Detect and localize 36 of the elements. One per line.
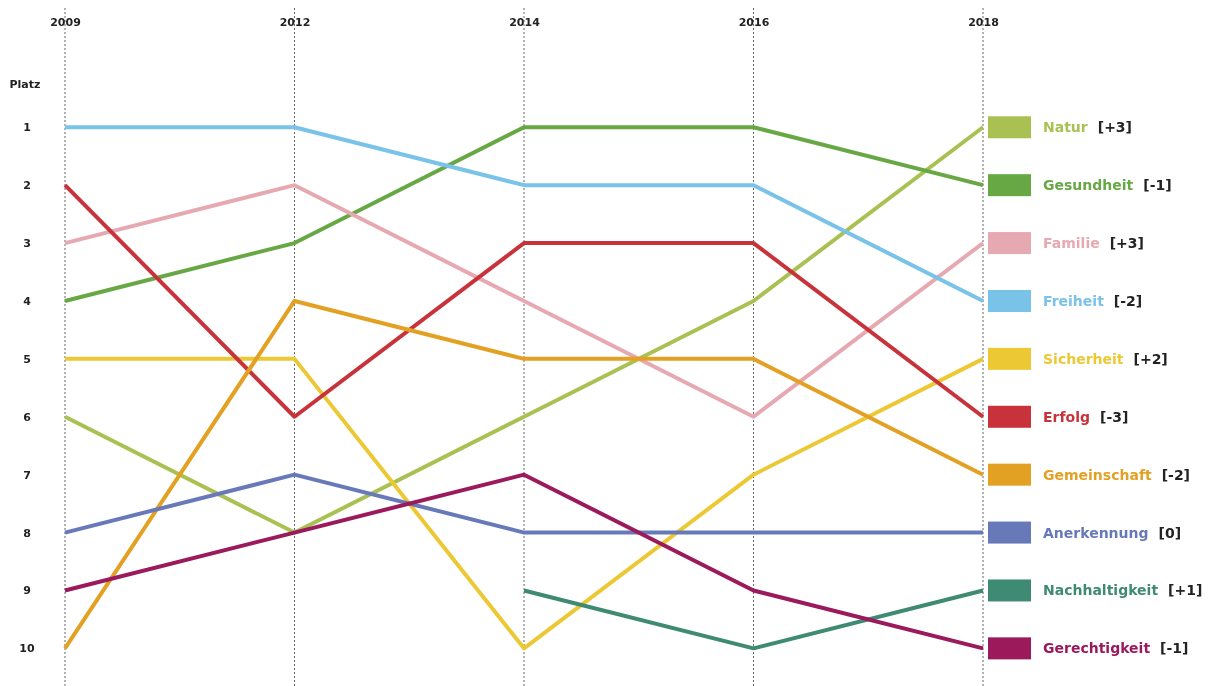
y-tick-label: 8	[23, 526, 31, 540]
y-tick-label: 1	[23, 121, 31, 135]
series-label: Natur	[1043, 119, 1088, 136]
y-tick-label: 9	[23, 584, 31, 598]
text: [+2]	[1133, 350, 1168, 367]
series-label: Erfolg	[1043, 408, 1090, 425]
series-label: Familie	[1043, 235, 1100, 252]
annotation: [+3]	[1097, 119, 1133, 136]
y-tick-label: 10	[19, 642, 35, 656]
text: [+3]	[1109, 235, 1144, 252]
y-tick-label: 2	[23, 179, 31, 193]
y-tick-label: 3	[23, 237, 31, 251]
y-tick-label: 5	[23, 352, 31, 366]
x-tick-label: 2012	[279, 16, 311, 29]
text: [-3]	[1100, 408, 1129, 425]
y-tick-label: 6	[23, 410, 32, 424]
text: [-2]	[1113, 292, 1143, 309]
series-label: Freiheit	[1043, 292, 1105, 309]
text: [+1]	[1168, 582, 1203, 599]
y-tick-label: 7	[23, 468, 31, 482]
series-label: Sicherheit	[1043, 350, 1124, 367]
x-tick-label: 2018	[968, 16, 999, 29]
y-axis-title: Platz	[9, 78, 41, 91]
text: [-1]	[1143, 177, 1172, 194]
text: [0]	[1158, 524, 1182, 541]
x-tick-label: 2016	[738, 16, 770, 29]
x-tick-label: 2014	[509, 16, 541, 29]
series-label: Gesundheit	[1043, 177, 1134, 194]
text: [-1]	[1160, 640, 1189, 657]
x-tick-label: 2009	[50, 16, 81, 29]
series-label: Gerechtigkeit	[1043, 640, 1151, 657]
series-label: Gemeinschaft	[1043, 466, 1152, 483]
series-label: Anerkennung	[1043, 524, 1149, 541]
y-tick-label: 4	[23, 294, 32, 308]
series-label: Nachhaltigkeit	[1043, 582, 1159, 599]
text: [-2]	[1161, 466, 1191, 483]
